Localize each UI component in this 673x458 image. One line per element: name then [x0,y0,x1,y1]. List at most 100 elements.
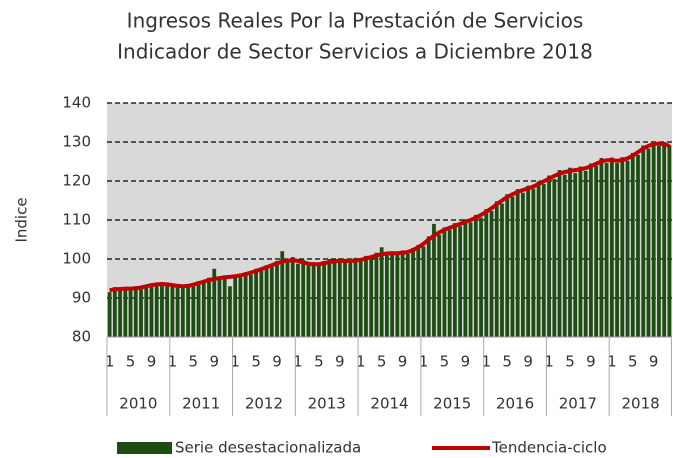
bar [500,203,504,337]
x-tick-label: 5 [377,353,387,371]
bar [228,286,232,337]
bar [667,145,672,337]
x-tick-label: 9 [147,353,157,371]
bar [552,179,557,337]
year-label: 2013 [308,395,346,413]
bar [170,286,175,337]
bar [207,277,211,337]
bar [165,283,170,337]
bar [568,167,572,337]
bar [630,152,635,337]
bar [615,163,619,337]
x-tick-label: 1 [105,353,115,371]
bar [269,266,274,337]
bar [337,258,342,337]
x-tick-label: 1 [168,353,178,371]
bar [515,189,520,337]
x-tick-label: 9 [523,353,533,371]
bar [437,234,442,337]
bar [400,250,405,337]
x-tick-label: 9 [398,353,408,371]
year-label: 2016 [496,395,534,413]
bar [332,262,337,337]
x-tick-label: 1 [419,353,429,371]
bar [290,257,295,337]
year-label: 2017 [559,395,597,413]
bar [379,247,384,337]
bar [489,211,494,337]
bar [243,272,248,337]
x-tick-label: 1 [544,353,554,371]
bar [316,266,321,337]
year-label: 2014 [370,395,408,413]
bar [217,278,222,337]
x-tick-label: 9 [649,353,659,371]
y-tick-label: 100 [62,250,91,268]
x-tick-label: 5 [502,353,512,371]
bar [285,262,290,337]
bar [421,246,426,337]
bar [547,175,551,337]
bar [222,275,227,337]
x-tick-label: 9 [272,353,282,371]
y-tick-label: 120 [62,172,91,190]
x-tick-label: 1 [482,353,492,371]
bar [594,165,599,337]
y-tick-label: 110 [62,211,91,229]
y-tick-label: 80 [72,328,91,346]
bar [479,217,483,337]
bar [583,170,588,337]
x-tick-label: 9 [461,353,471,371]
bar [212,268,217,337]
bar [604,163,609,337]
bar [248,274,253,337]
bar [562,174,567,337]
bar [458,226,463,337]
year-label: 2012 [245,395,283,413]
y-tick-label: 130 [62,133,91,151]
bar [123,287,128,337]
bar [395,254,400,337]
bar [311,262,316,337]
bar [426,236,431,337]
x-tick-label: 9 [586,353,596,371]
bar [275,260,279,337]
bar [416,244,421,337]
x-tick-label: 5 [440,353,450,371]
bar [390,251,394,337]
x-tick-label: 5 [314,353,324,371]
trend-line [109,141,670,293]
bar [296,263,300,337]
bar [259,270,264,337]
bar [625,160,630,337]
bar [505,194,510,337]
bar [636,154,640,337]
chart-title: Ingresos Reales Por la Prestación de Ser… [127,9,584,33]
bar [160,285,164,337]
bar [662,142,667,337]
bar [385,255,389,337]
bar [541,184,546,337]
bar [484,209,489,337]
bar [521,192,525,337]
year-label: 2018 [622,395,660,413]
x-tick-label: 5 [565,353,575,371]
bar [573,173,578,337]
bar [107,292,112,337]
x-tick-label: 5 [251,353,261,371]
bar [306,265,311,337]
bar [175,284,180,337]
bar [301,259,306,337]
bar [405,253,410,337]
bar [144,284,149,337]
bar [112,287,117,337]
bar [473,214,478,337]
bar [154,282,159,337]
year-label: 2015 [433,395,471,413]
bar [180,287,185,337]
bar [453,223,457,337]
x-tick-label: 9 [335,353,345,371]
bar [494,201,499,337]
bar [374,252,379,337]
